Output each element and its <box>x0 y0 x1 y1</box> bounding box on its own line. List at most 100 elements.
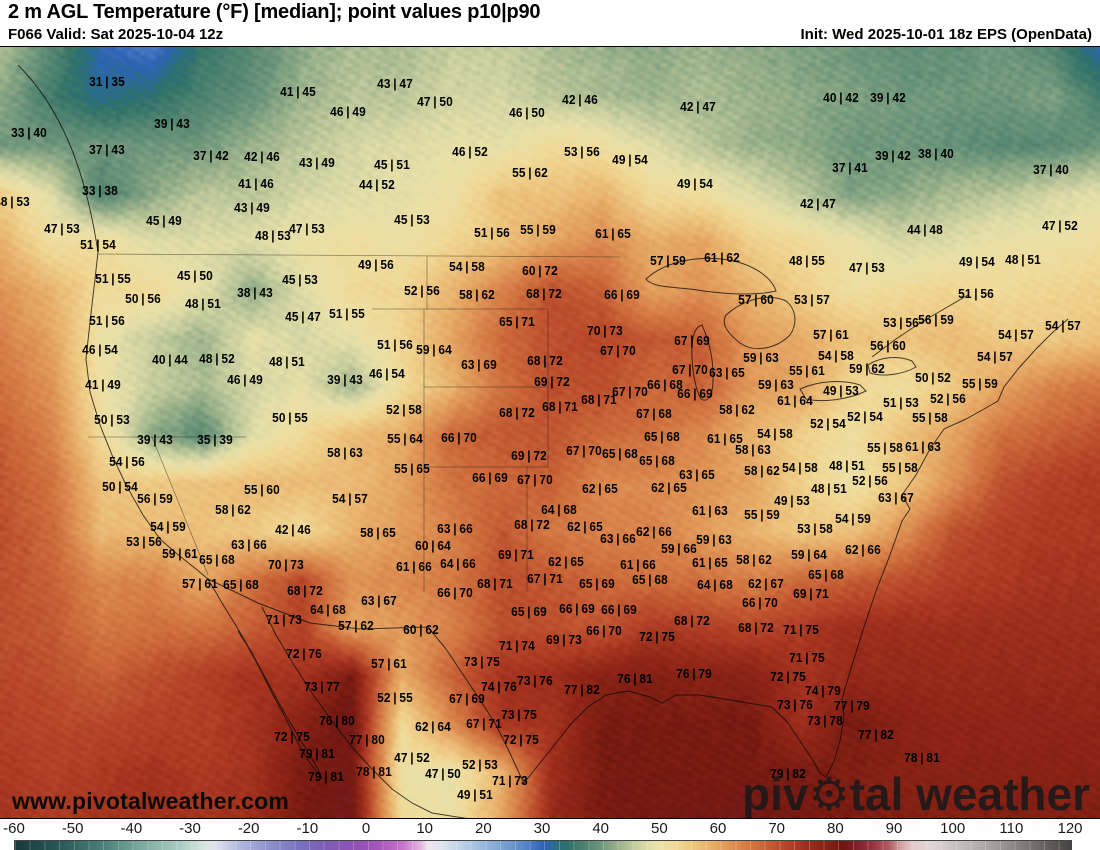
point-value-label: 54 | 58 <box>757 427 793 441</box>
point-value-label: 46 | 52 <box>452 145 488 159</box>
point-value-label: 46 | 49 <box>330 105 366 119</box>
point-values-layer: 31 | 35 41 | 45 43 | 47 40 | 42 39 | 42 33 | … <box>0 47 1100 819</box>
point-value-label: 39 | 42 <box>875 149 911 163</box>
point-value-label: 68 | 71 <box>477 577 513 591</box>
point-value-label: 69 | 72 <box>534 375 570 389</box>
colorbar-tick: 100 <box>940 820 966 837</box>
point-value-label: 54 | 57 <box>998 328 1034 342</box>
point-value-label: 79 | 82 <box>770 767 806 781</box>
point-value-label: 44 | 48 <box>907 223 943 237</box>
point-value-label: 57 | 60 <box>738 293 774 307</box>
point-value-label: 78 | 81 <box>356 765 392 779</box>
point-value-label: 54 | 59 <box>150 520 186 534</box>
point-value-label: 31 | 35 <box>89 75 125 89</box>
point-value-label: 62 | 66 <box>845 543 881 557</box>
point-value-label: 53 | 56 <box>126 535 162 549</box>
point-value-label: 42 | 47 <box>800 197 836 211</box>
point-value-label: 72 | 75 <box>274 730 310 744</box>
point-value-label: 63 | 67 <box>361 594 397 608</box>
point-value-label: 71 | 73 <box>492 774 528 788</box>
point-value-label: 33 | 40 <box>11 126 47 140</box>
point-value-label: 61 | 63 <box>692 504 728 518</box>
point-value-label: 58 | 62 <box>719 403 755 417</box>
point-value-label: 60 | 72 <box>522 264 558 278</box>
point-value-label: 37 | 40 <box>1033 163 1069 177</box>
point-value-label: 63 | 69 <box>461 358 497 372</box>
point-value-label: 73 | 78 <box>807 714 843 728</box>
point-value-label: 54 | 59 <box>835 512 871 526</box>
point-value-label: 59 | 64 <box>791 548 827 562</box>
point-value-label: 42 | 46 <box>244 150 280 164</box>
point-value-label: 61 | 63 <box>905 440 941 454</box>
point-value-label: 70 | 73 <box>587 324 623 338</box>
point-value-label: 65 | 68 <box>808 568 844 582</box>
point-value-label: 48 | 51 <box>811 482 847 496</box>
point-value-label: 79 | 81 <box>299 747 335 761</box>
point-value-label: 58 | 62 <box>215 503 251 517</box>
point-value-label: 72 | 75 <box>503 733 539 747</box>
colorbar: -60 -50 -40 -30 -20 -10 0 10 20 30 40 50 60 70 80 90 100… <box>0 818 1100 850</box>
point-value-label: 73 | 76 <box>517 674 553 688</box>
point-value-label: 48 | 51 <box>185 297 221 311</box>
point-value-label: 66 | 70 <box>742 596 778 610</box>
point-value-label: 45 | 53 <box>282 273 318 287</box>
point-value-label: 67 | 69 <box>674 334 710 348</box>
point-value-label: 38 | 40 <box>918 147 954 161</box>
point-value-label: 56 | 59 <box>918 313 954 327</box>
colorbar-tick: -10 <box>296 820 319 837</box>
point-value-label: 56 | 59 <box>137 492 173 506</box>
point-value-label: 50 | 56 <box>125 292 161 306</box>
point-value-label: 53 | 57 <box>794 293 830 307</box>
point-value-label: 79 | 81 <box>308 770 344 784</box>
point-value-label: 55 | 65 <box>394 462 430 476</box>
point-value-label: 37 | 41 <box>832 161 868 175</box>
point-value-label: 66 | 68 <box>647 378 683 392</box>
colorbar-tick: -30 <box>179 820 201 837</box>
point-value-label: 51 | 56 <box>474 226 510 240</box>
point-value-label: 59 | 66 <box>661 542 697 556</box>
colorbar-tick: 80 <box>826 820 844 837</box>
point-value-label: 68 | 72 <box>526 287 562 301</box>
point-value-label: 48 | 53 <box>0 195 30 209</box>
point-value-label: 68 | 72 <box>499 406 535 420</box>
point-value-label: 54 | 56 <box>109 455 145 469</box>
point-value-label: 40 | 42 <box>823 91 859 105</box>
point-value-label: 54 | 58 <box>782 461 818 475</box>
point-value-label: 41 | 45 <box>280 85 316 99</box>
point-value-label: 33 | 38 <box>82 184 118 198</box>
point-value-label: 63 | 66 <box>437 522 473 536</box>
point-value-label: 49 | 51 <box>457 788 493 802</box>
point-value-label: 68 | 71 <box>581 393 617 407</box>
point-value-label: 58 | 62 <box>736 553 772 567</box>
point-value-label: 55 | 59 <box>520 223 556 237</box>
colorbar-segments <box>15 841 1071 850</box>
point-value-label: 42 | 47 <box>680 100 716 114</box>
point-value-label: 46 | 54 <box>369 367 405 381</box>
point-value-label: 77 | 82 <box>858 728 894 742</box>
point-value-label: 72 | 75 <box>639 630 675 644</box>
point-value-label: 74 | 76 <box>481 680 517 694</box>
colorbar-tick: 120 <box>1057 820 1083 837</box>
point-value-label: 61 | 65 <box>707 432 743 446</box>
point-value-label: 45 | 50 <box>177 269 213 283</box>
point-value-label: 41 | 49 <box>85 378 121 392</box>
point-value-label: 63 | 65 <box>709 366 745 380</box>
point-value-label: 47 | 50 <box>425 767 461 781</box>
point-value-label: 61 | 65 <box>595 227 631 241</box>
point-value-label: 55 | 59 <box>962 377 998 391</box>
colorbar-tick: 110 <box>999 820 1024 837</box>
point-value-label: 56 | 60 <box>870 339 906 353</box>
point-value-label: 66 | 70 <box>441 431 477 445</box>
colorbar-tick: 50 <box>650 820 668 837</box>
point-value-label: 41 | 46 <box>238 177 274 191</box>
colorbar-ticks: -60 -50 -40 -30 -20 -10 0 10 20 30 40 50 60 70 80 90 100… <box>0 820 1100 838</box>
point-value-label: 48 | 51 <box>269 355 305 369</box>
point-value-label: 47 | 50 <box>417 95 453 109</box>
point-value-label: 65 | 68 <box>199 553 235 567</box>
point-value-label: 54 | 57 <box>332 492 368 506</box>
point-value-label: 65 | 68 <box>639 454 675 468</box>
point-value-label: 39 | 43 <box>327 373 363 387</box>
point-value-label: 48 | 55 <box>789 254 825 268</box>
colorbar-gradient <box>14 840 1072 850</box>
point-value-label: 76 | 80 <box>319 714 355 728</box>
